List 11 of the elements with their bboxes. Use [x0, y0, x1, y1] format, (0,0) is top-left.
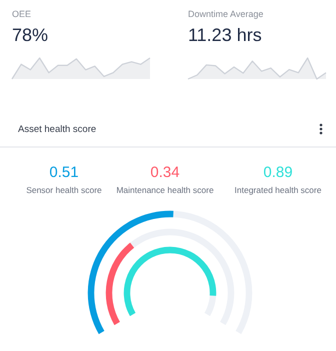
text: 78%	[12, 25, 48, 45]
data-label: 0.51	[49, 164, 79, 181]
category-label: Maintenance health score	[116, 185, 214, 195]
chart-title: OEE	[12, 9, 32, 19]
category-label: Integrated health score	[234, 185, 322, 195]
text: Asset health score	[18, 124, 96, 135]
data-label: 0.34	[150, 164, 180, 181]
text: 11.23 hrs	[188, 25, 262, 45]
category-label: Sensor health score	[26, 185, 102, 195]
data-label: 0.89	[263, 164, 293, 181]
chart-title: Downtime Average	[188, 9, 264, 19]
